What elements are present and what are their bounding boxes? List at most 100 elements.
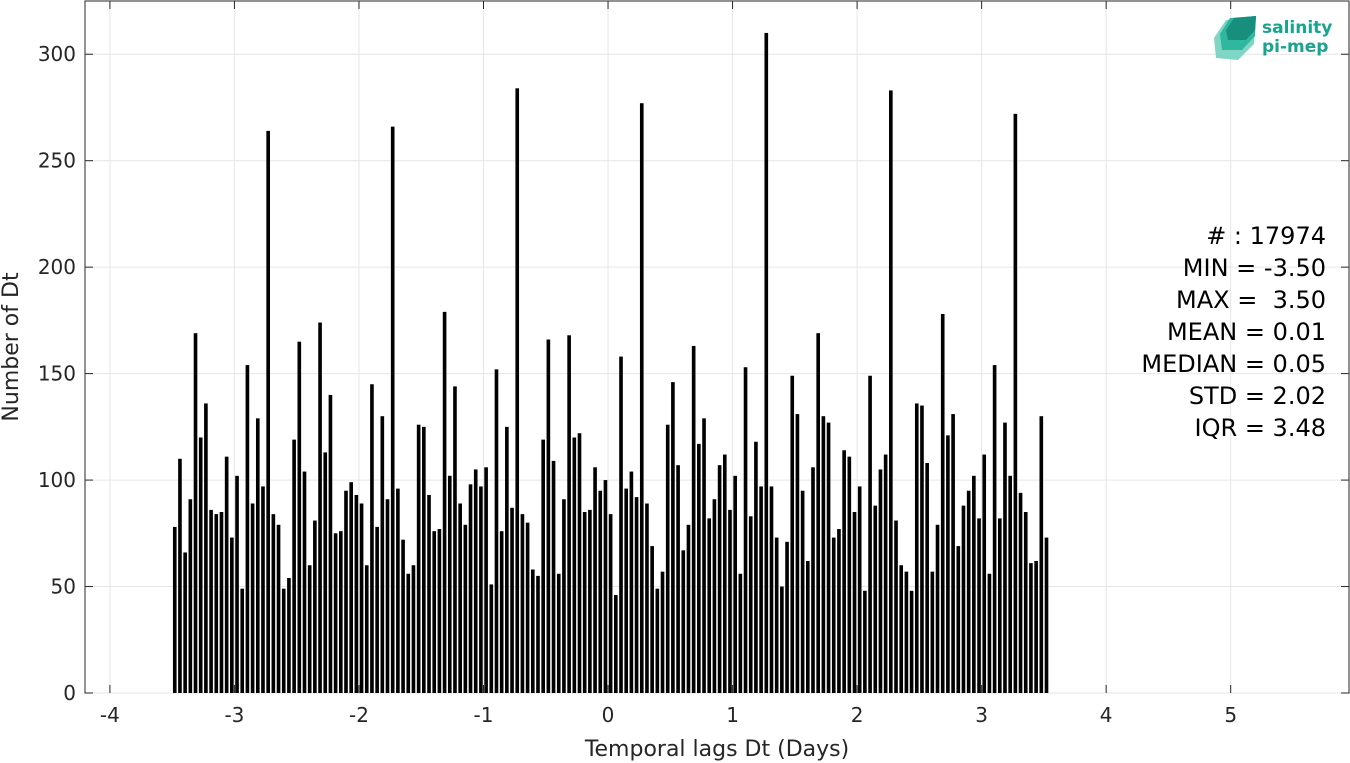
histogram-bar [878, 469, 883, 693]
histogram-bar [287, 578, 291, 693]
bars [172, 32, 1049, 694]
histogram-bar [821, 416, 826, 693]
histogram-bar [780, 586, 784, 693]
histogram-bar [920, 405, 924, 693]
x-axis-ticks: -4 -3 -2 -1 0 1 2 3 4 5 [100, 1, 1237, 727]
logo-line-1: salinity [1262, 18, 1332, 38]
y-axis-label: Number of Dt [0, 272, 24, 422]
histogram-bar [1003, 422, 1007, 693]
histogram-bar [520, 514, 525, 693]
histogram-bar [271, 514, 276, 693]
histogram-bar [1029, 563, 1033, 693]
histogram-bar [582, 512, 587, 693]
histogram-bar [261, 486, 265, 693]
histogram-bar [1044, 537, 1049, 693]
histogram-bar [546, 339, 551, 693]
histogram-bar [852, 512, 857, 693]
histogram-bar [930, 571, 935, 693]
histogram-bar [909, 590, 914, 693]
histogram-bar [193, 333, 198, 693]
x-tick-label: -1 [474, 703, 494, 727]
histogram-bar [842, 450, 846, 693]
histogram-bar [712, 499, 717, 693]
histogram-bar [660, 571, 665, 693]
histogram-bar [914, 403, 919, 693]
histogram-bar [868, 375, 872, 693]
histogram-bar [883, 454, 888, 693]
histogram-bar [863, 590, 867, 693]
histogram-bar [525, 522, 530, 693]
histogram-bar [536, 575, 540, 693]
histogram-bar [499, 531, 504, 693]
histogram-bar [416, 424, 421, 693]
histogram-bar [209, 509, 213, 693]
stat-iqr: IQR = 3.48 [1195, 414, 1326, 442]
y-tick-label: 250 [38, 149, 76, 173]
histogram-bar [458, 503, 462, 693]
histogram-bar [385, 499, 390, 693]
x-tick-label: -4 [100, 703, 120, 727]
y-tick-label: 200 [38, 255, 76, 279]
histogram-bar [702, 418, 706, 693]
histogram-bar [541, 439, 545, 693]
histogram-bar [894, 520, 898, 693]
y-tick-label: 300 [38, 42, 76, 66]
histogram-bar [1034, 560, 1038, 693]
histogram-bar [333, 533, 338, 693]
stat-count: # : 17974 [1206, 222, 1326, 250]
histogram-bar [805, 560, 810, 693]
histogram-bar [453, 386, 457, 693]
histogram-bar [515, 88, 520, 693]
histogram-bar [494, 369, 499, 693]
histogram-bar [551, 460, 556, 693]
histogram-bar [951, 414, 955, 693]
histogram-bar [198, 437, 203, 693]
histogram-bar [925, 463, 929, 693]
x-axis-label: Temporal lags Dt (Days) [584, 737, 849, 762]
histogram-bar [230, 537, 234, 693]
histogram-bar [691, 345, 696, 693]
histogram-bar [224, 456, 229, 693]
histogram-bar [390, 126, 395, 693]
histogram-bar [214, 514, 219, 693]
histogram-bar [603, 480, 608, 693]
histogram-bar [795, 414, 800, 693]
histogram-bar [676, 465, 680, 693]
histogram-bar [686, 524, 691, 693]
histogram-bar [707, 518, 712, 693]
histogram-bar [1013, 113, 1018, 693]
histogram-bar [733, 475, 737, 693]
histogram-bar [411, 565, 416, 693]
histogram-bar [671, 382, 675, 693]
histogram-bar [567, 335, 571, 693]
histogram-bar [281, 588, 286, 693]
histogram-bar [588, 509, 592, 693]
histogram-bar [432, 531, 437, 693]
x-tick-label: 3 [975, 703, 988, 727]
histogram-bar [479, 486, 483, 693]
histogram-bar [473, 469, 478, 693]
histogram-bar [997, 518, 1002, 693]
salinity-pimep-logo: salinity pi-mep [1214, 16, 1332, 60]
histogram-bar [655, 588, 660, 693]
histogram-bar [364, 565, 369, 693]
histogram-bar [738, 573, 743, 693]
x-tick-label: -2 [349, 703, 369, 727]
x-tick-label: 2 [851, 703, 864, 727]
histogram-bar [338, 531, 343, 693]
histogram-bar [468, 484, 473, 693]
histogram-bar [697, 443, 701, 693]
histogram-bar [318, 322, 322, 693]
histogram-bar [816, 333, 821, 693]
y-tick-label: 150 [38, 362, 76, 386]
histogram-bar [847, 456, 852, 693]
histogram-bar [972, 475, 976, 693]
histogram-bar [614, 595, 618, 693]
histogram-bar [188, 499, 193, 693]
histogram-bar [748, 516, 753, 693]
histogram-bar [593, 467, 597, 693]
histogram-bar [240, 588, 245, 693]
histogram-bar [764, 32, 769, 693]
logo-line-2: pi-mep [1262, 37, 1328, 57]
histogram-bar [624, 488, 629, 693]
